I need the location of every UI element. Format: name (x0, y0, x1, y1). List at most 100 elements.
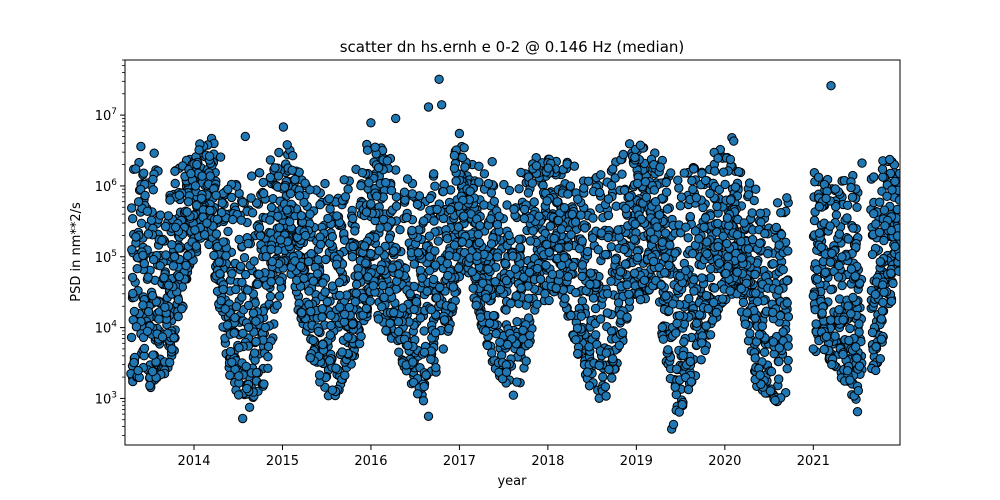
scatter-point (676, 192, 687, 202)
scatter-point (596, 170, 606, 180)
scatter-point (474, 161, 484, 172)
scatter-point (875, 354, 885, 364)
scatter-point (325, 356, 335, 366)
y-axis-label: PSD in nm**2/s (69, 202, 84, 302)
scatter-point (600, 382, 611, 392)
scatter-point (618, 149, 628, 160)
scatter-point (491, 329, 501, 339)
scatter-point (364, 178, 374, 188)
scatter-point (556, 224, 566, 234)
scatter-point (202, 218, 212, 228)
scatter-point (168, 261, 179, 271)
scatter-point (847, 192, 858, 203)
scatter-point (585, 279, 595, 290)
scatter-point (306, 306, 316, 317)
scatter-point (542, 196, 552, 206)
scatter-point (296, 211, 307, 221)
scatter-point (300, 178, 310, 189)
scatter-point (486, 188, 497, 198)
scatter-point (744, 178, 755, 188)
scatter-point (743, 244, 754, 254)
scatter-point (734, 167, 744, 177)
scatter-point (393, 317, 404, 327)
scatter-point (559, 203, 570, 213)
scatter-point (690, 226, 701, 236)
scatter-point (241, 361, 251, 372)
scatter-point (879, 287, 889, 297)
scatter-point (196, 193, 207, 204)
scatter-point (361, 258, 371, 268)
scatter-point (236, 215, 247, 225)
scatter-point (591, 330, 601, 340)
scatter-point (370, 142, 380, 152)
scatter-point (374, 246, 384, 256)
scatter-point (549, 233, 559, 244)
scatter-point (567, 209, 577, 220)
scatter-point (566, 310, 576, 321)
scatter-point (251, 367, 262, 378)
scatter-point (482, 340, 493, 351)
scatter-point (407, 189, 417, 199)
scatter-point (730, 182, 741, 192)
scatter-point (387, 263, 397, 273)
scatter-point (882, 191, 892, 202)
scatter-point (554, 243, 564, 253)
scatter-point (431, 362, 441, 373)
scatter-point (272, 300, 282, 310)
scatter-point (845, 323, 855, 334)
scatter-point (148, 185, 159, 195)
scatter-point (437, 100, 447, 110)
scatter-point (177, 304, 187, 314)
scatter-point (374, 163, 384, 173)
scatter-point (340, 192, 351, 202)
scatter-point (339, 235, 350, 245)
scatter-point (263, 363, 273, 373)
scatter-point (431, 293, 442, 303)
scatter-point (183, 197, 194, 207)
scatter-point (474, 237, 484, 248)
scatter-point (596, 228, 606, 238)
scatter-point (142, 326, 153, 336)
scatter-point (668, 299, 678, 309)
scatter-point (820, 267, 830, 278)
scatter-point (170, 222, 181, 233)
scatter-point (670, 382, 680, 392)
scatter-point (351, 288, 361, 298)
scatter-point (273, 211, 283, 222)
scatter-point (811, 319, 821, 329)
scatter-point (708, 315, 718, 325)
scatter-point (320, 178, 330, 189)
scatter-point (174, 271, 185, 282)
scatter-point (854, 361, 865, 371)
scatter-point (594, 187, 605, 198)
scatter-point (639, 275, 650, 285)
scatter-point (423, 411, 434, 421)
scatter-point (563, 242, 573, 252)
scatter-point (527, 178, 537, 188)
scatter-point (483, 178, 494, 189)
scatter-point (327, 232, 337, 242)
scatter-point (229, 328, 239, 338)
scatter-point (524, 339, 534, 349)
scatter-point (857, 158, 867, 168)
scatter-point (391, 201, 402, 211)
scatter-point (240, 269, 251, 280)
scatter-point (713, 153, 723, 163)
scatter-point (215, 269, 225, 279)
scatter-point (438, 344, 448, 354)
scatter-point (721, 268, 731, 279)
scatter-point (231, 284, 241, 295)
scatter-point (320, 287, 330, 297)
scatter-point (723, 252, 733, 262)
scatter-point (590, 303, 601, 314)
scatter-point (552, 197, 563, 207)
scatter-point (419, 347, 430, 357)
scatter-point (705, 188, 715, 199)
scatter-point (577, 271, 587, 282)
scatter-point (173, 311, 183, 322)
x-tick-label: 2015 (266, 454, 299, 469)
scatter-point (435, 282, 445, 293)
scatter-point (588, 293, 599, 303)
scatter-point (534, 211, 544, 221)
